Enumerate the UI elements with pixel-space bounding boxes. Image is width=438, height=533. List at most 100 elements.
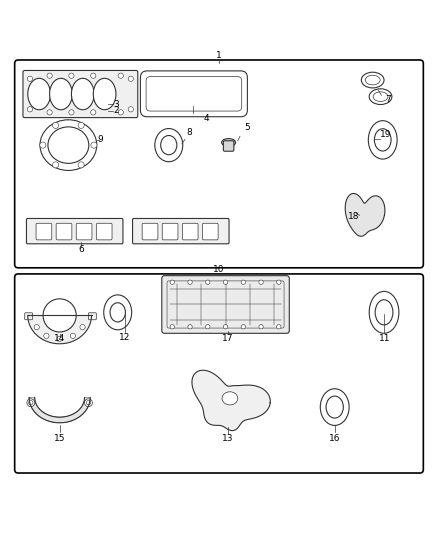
Ellipse shape	[40, 120, 97, 171]
Circle shape	[277, 325, 281, 329]
FancyBboxPatch shape	[182, 223, 198, 240]
FancyBboxPatch shape	[146, 77, 242, 111]
FancyBboxPatch shape	[96, 223, 112, 240]
Circle shape	[259, 325, 263, 329]
Circle shape	[223, 325, 228, 329]
Ellipse shape	[361, 72, 384, 88]
FancyBboxPatch shape	[26, 219, 123, 244]
FancyBboxPatch shape	[14, 60, 424, 268]
FancyBboxPatch shape	[56, 223, 72, 240]
FancyBboxPatch shape	[142, 223, 158, 240]
Text: 18: 18	[348, 212, 359, 221]
Ellipse shape	[320, 389, 349, 425]
Ellipse shape	[222, 392, 238, 405]
Text: 6: 6	[78, 245, 85, 254]
Circle shape	[118, 110, 124, 115]
Text: 12: 12	[120, 333, 131, 342]
Text: 14: 14	[54, 335, 65, 343]
Ellipse shape	[155, 128, 183, 161]
FancyBboxPatch shape	[223, 141, 234, 151]
Circle shape	[28, 400, 33, 405]
Ellipse shape	[71, 78, 94, 110]
Circle shape	[53, 162, 59, 168]
FancyBboxPatch shape	[162, 223, 178, 240]
Circle shape	[27, 399, 35, 407]
Ellipse shape	[161, 135, 177, 155]
Circle shape	[188, 280, 192, 285]
Ellipse shape	[326, 396, 343, 418]
Circle shape	[34, 325, 39, 330]
Circle shape	[40, 142, 46, 148]
Circle shape	[78, 162, 84, 168]
Circle shape	[91, 142, 97, 148]
Circle shape	[86, 400, 91, 405]
Text: 16: 16	[329, 433, 340, 442]
Circle shape	[118, 73, 124, 78]
Text: 10: 10	[213, 265, 225, 274]
Circle shape	[57, 336, 62, 342]
FancyBboxPatch shape	[133, 219, 229, 244]
Circle shape	[223, 280, 228, 285]
Text: 9: 9	[97, 135, 103, 144]
Circle shape	[170, 325, 174, 329]
Ellipse shape	[373, 92, 388, 101]
Ellipse shape	[369, 292, 399, 333]
FancyBboxPatch shape	[76, 223, 92, 240]
Text: 7: 7	[385, 95, 391, 104]
Text: 3: 3	[113, 100, 119, 109]
Circle shape	[70, 333, 75, 338]
Text: 8: 8	[187, 127, 192, 136]
Circle shape	[47, 73, 52, 78]
Polygon shape	[345, 193, 385, 236]
Ellipse shape	[104, 295, 132, 330]
Circle shape	[170, 280, 174, 285]
Circle shape	[53, 123, 59, 128]
FancyBboxPatch shape	[162, 276, 289, 333]
FancyBboxPatch shape	[14, 274, 424, 473]
Ellipse shape	[93, 78, 116, 110]
Circle shape	[47, 110, 52, 115]
Ellipse shape	[368, 120, 397, 159]
FancyBboxPatch shape	[167, 281, 284, 328]
Circle shape	[128, 107, 134, 112]
Circle shape	[80, 325, 85, 330]
Circle shape	[241, 325, 245, 329]
Circle shape	[78, 123, 84, 128]
Ellipse shape	[48, 127, 89, 163]
Polygon shape	[192, 370, 270, 431]
FancyBboxPatch shape	[202, 223, 218, 240]
Ellipse shape	[222, 139, 236, 147]
Circle shape	[27, 107, 32, 112]
Circle shape	[205, 325, 210, 329]
Circle shape	[259, 280, 263, 285]
Text: 2: 2	[113, 106, 119, 115]
Circle shape	[85, 399, 92, 407]
FancyBboxPatch shape	[141, 71, 247, 117]
Circle shape	[277, 280, 281, 285]
Ellipse shape	[110, 303, 125, 322]
Circle shape	[91, 110, 96, 115]
Text: 11: 11	[379, 334, 391, 343]
Text: 17: 17	[222, 334, 233, 343]
Text: 1: 1	[216, 51, 222, 60]
Circle shape	[44, 333, 49, 338]
Ellipse shape	[28, 78, 50, 110]
Text: 4: 4	[203, 114, 209, 123]
FancyBboxPatch shape	[36, 223, 52, 240]
Text: 15: 15	[54, 433, 65, 442]
Circle shape	[241, 280, 245, 285]
Ellipse shape	[49, 78, 72, 110]
Ellipse shape	[374, 129, 391, 151]
Polygon shape	[28, 316, 92, 344]
Text: 5: 5	[244, 123, 250, 132]
FancyBboxPatch shape	[88, 313, 96, 320]
FancyBboxPatch shape	[25, 313, 32, 320]
Circle shape	[91, 73, 96, 78]
Ellipse shape	[375, 300, 393, 325]
Circle shape	[205, 280, 210, 285]
FancyBboxPatch shape	[23, 70, 138, 118]
Text: 13: 13	[222, 434, 233, 443]
Ellipse shape	[369, 89, 392, 104]
Text: 19: 19	[380, 130, 392, 139]
Polygon shape	[29, 398, 90, 423]
